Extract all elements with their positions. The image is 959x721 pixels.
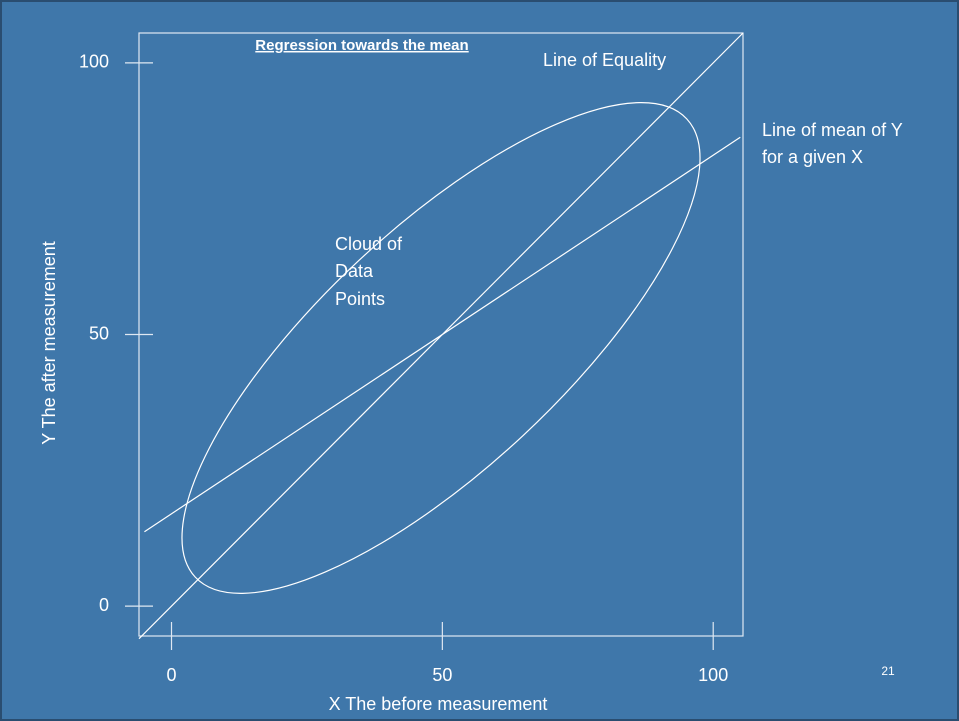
line [144,136,741,533]
x-tick-label: 50 [432,665,452,685]
data-cloud [181,102,701,594]
y-tick-label: 0 [99,595,109,615]
x-tick-label: 100 [698,665,728,685]
annotation: for a given X [762,147,863,167]
x-tick-label: 0 [166,665,176,685]
y-axis-label: Y The after measurement [39,241,59,444]
page-number: 21 [881,664,895,678]
line-label: Line of Equality [543,50,666,70]
y-tick-label: 50 [89,323,109,343]
annotation: Points [335,289,385,309]
y-tick-label: 100 [79,52,109,72]
annotation: Line of mean of Y [762,120,903,140]
x-axis-label: X The before measurement [329,694,548,714]
annotation: Data [335,261,374,281]
annotation: Cloud of [335,234,403,254]
chart-title: Regression towards the mean [255,37,468,54]
